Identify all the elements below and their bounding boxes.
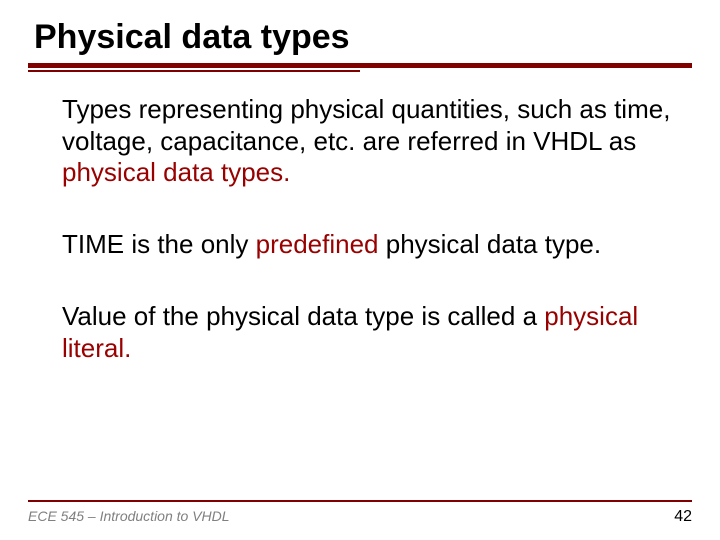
highlight-text: physical data types.: [62, 157, 290, 187]
title-rule-thick: [28, 63, 692, 68]
body-text: TIME is the only: [62, 229, 256, 259]
highlight-text: predefined: [256, 229, 379, 259]
footer-rule: [28, 500, 692, 502]
body-text: Value of the physical data type is calle…: [62, 301, 544, 331]
footer-row: ECE 545 – Introduction to VHDL 42: [28, 508, 692, 526]
footer-course: ECE 545 – Introduction to VHDL: [28, 508, 230, 524]
paragraph-1: Types representing physical quantities, …: [62, 94, 672, 189]
paragraph-2: TIME is the only predefined physical dat…: [62, 229, 672, 261]
body-text: Types representing physical quantities, …: [62, 94, 670, 156]
slide: Physical data types Types representing p…: [0, 0, 720, 540]
slide-content: Types representing physical quantities, …: [28, 72, 692, 364]
slide-title: Physical data types: [28, 18, 692, 57]
paragraph-3: Value of the physical data type is calle…: [62, 301, 672, 364]
body-text: physical data type.: [379, 229, 602, 259]
slide-footer: ECE 545 – Introduction to VHDL 42: [0, 500, 720, 526]
footer-page-number: 42: [674, 508, 692, 526]
